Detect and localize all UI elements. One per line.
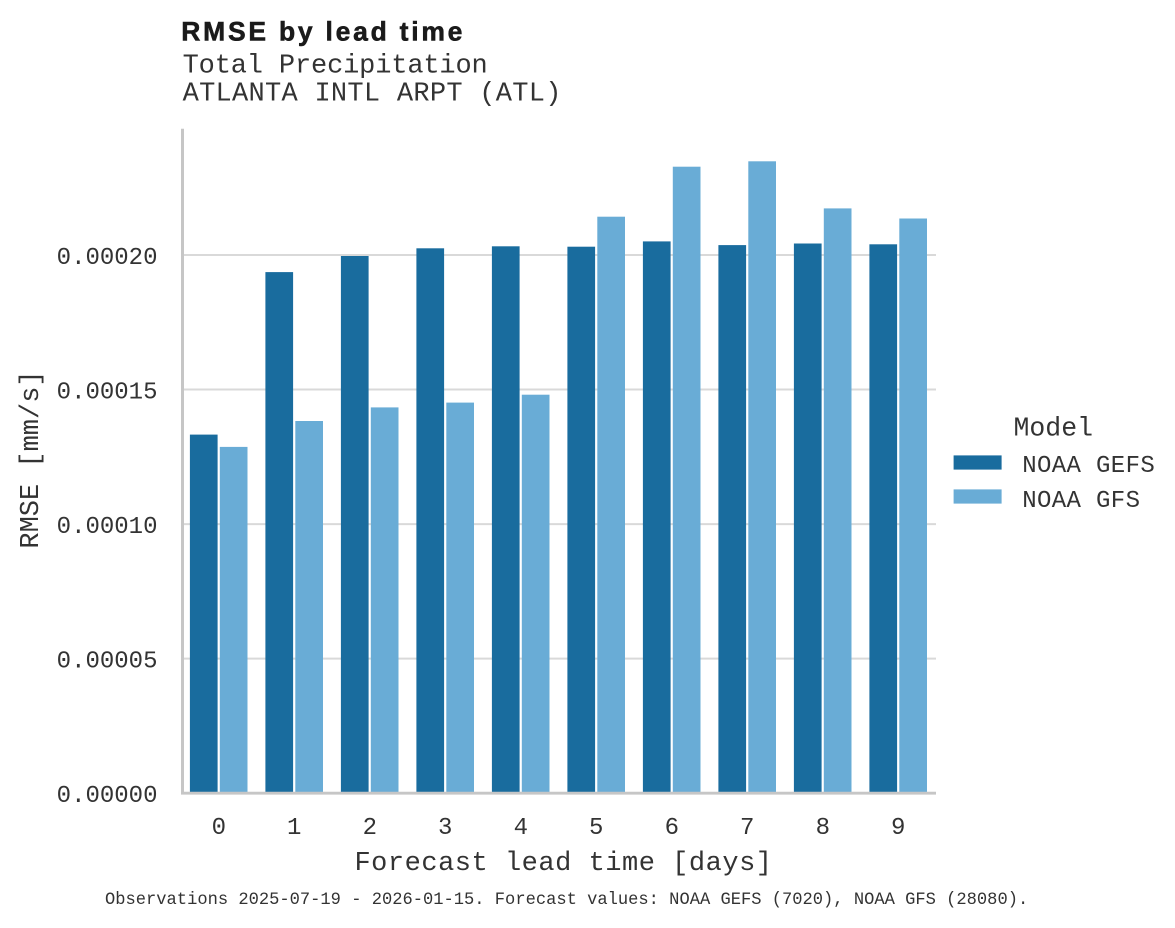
svg-text:3: 3 [438, 815, 452, 842]
svg-text:Model: Model [1014, 414, 1094, 444]
svg-text:0.00005: 0.00005 [57, 649, 158, 676]
svg-text:7: 7 [740, 815, 754, 842]
svg-text:1: 1 [287, 815, 301, 842]
svg-text:0.00010: 0.00010 [57, 514, 158, 541]
svg-text:0.00015: 0.00015 [57, 380, 158, 407]
svg-text:4: 4 [514, 815, 528, 842]
svg-text:RMSE [mm/s]: RMSE [mm/s] [17, 370, 47, 548]
svg-text:RMSE by lead time: RMSE by lead time [181, 17, 465, 47]
svg-text:8: 8 [816, 815, 830, 842]
svg-text:ATLANTA INTL ARPT (ATL): ATLANTA INTL ARPT (ATL) [183, 79, 562, 109]
svg-text:Total Precipitation: Total Precipitation [183, 51, 488, 81]
svg-text:0: 0 [212, 815, 226, 842]
svg-text:0.00000: 0.00000 [57, 783, 158, 810]
svg-text:Forecast lead time [days]: Forecast lead time [days] [354, 849, 772, 879]
svg-text:9: 9 [891, 815, 905, 842]
svg-text:2: 2 [363, 815, 377, 842]
svg-text:Observations 2025-07-19 - 2026: Observations 2025-07-19 - 2026-01-15. Fo… [105, 891, 1028, 910]
svg-text:NOAA GEFS: NOAA GEFS [1022, 453, 1155, 480]
svg-text:0.00020: 0.00020 [57, 245, 158, 272]
svg-text:NOAA GFS: NOAA GFS [1022, 488, 1140, 515]
svg-text:6: 6 [665, 815, 679, 842]
svg-text:5: 5 [589, 815, 603, 842]
